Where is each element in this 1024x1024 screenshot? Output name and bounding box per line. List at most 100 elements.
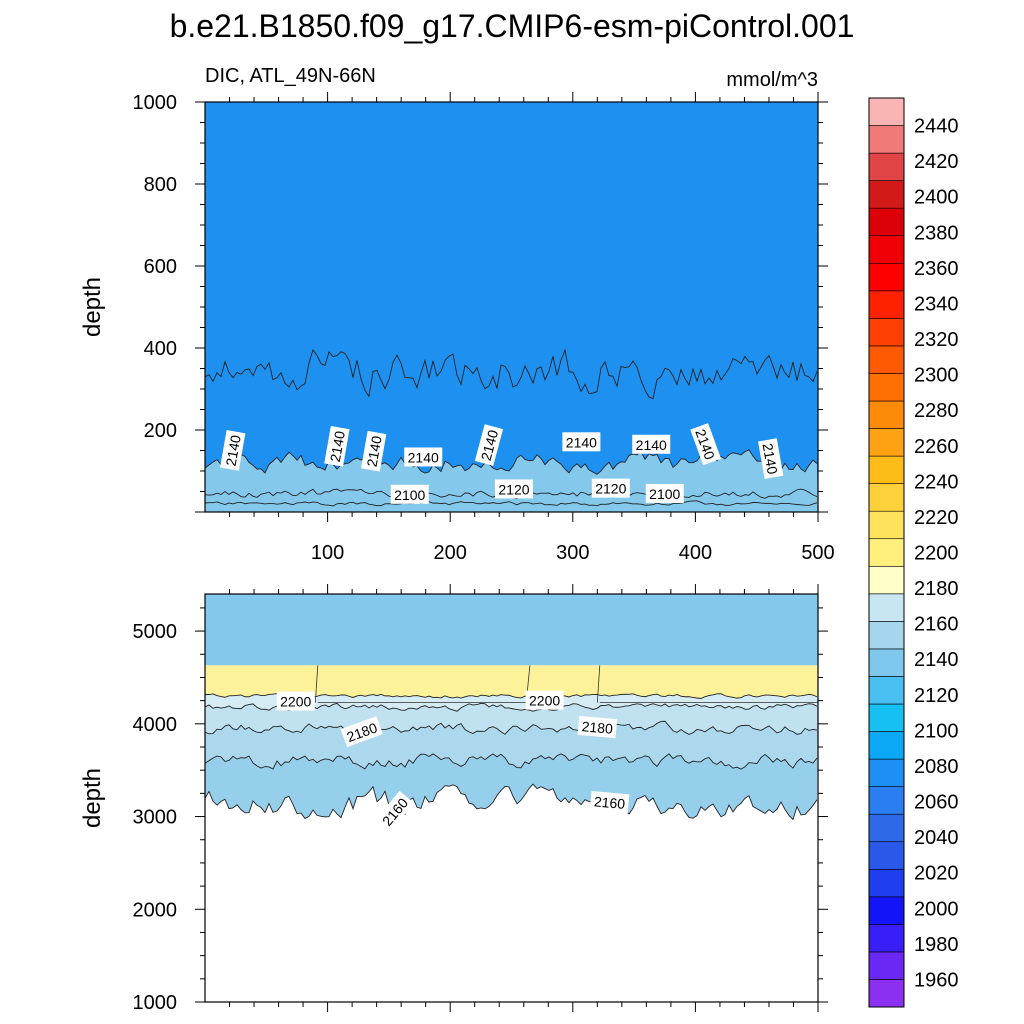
- colorbar-label: 2120: [914, 685, 959, 707]
- contour-label-box: [632, 434, 671, 454]
- contour-label-box: [591, 478, 630, 498]
- colorbar-box: [868, 648, 905, 677]
- contour-line: [204, 783, 818, 821]
- contour-label: 2180: [577, 715, 618, 739]
- colorbar-box: [868, 125, 905, 154]
- colorbar-label: 2440: [914, 116, 959, 138]
- contour-label-box: [390, 484, 429, 504]
- contour-label-text: 2200: [529, 693, 560, 709]
- colorbar-box: [868, 676, 905, 705]
- colorbar-box: [868, 373, 905, 402]
- variable-region-label: DIC, ATL_49N-66N: [205, 65, 376, 87]
- contour-label: 2140: [562, 432, 601, 452]
- contour-label: 2120: [591, 478, 630, 498]
- x-tick-label: 300: [556, 542, 589, 564]
- contour-label-box: [375, 790, 415, 833]
- y-tick-label: 4000: [133, 714, 178, 736]
- contour-line: [596, 665, 601, 703]
- colorbar-box: [868, 593, 905, 622]
- colorbar-box: [868, 841, 905, 870]
- contour-label-box: [577, 715, 618, 739]
- colorbar-label: 2280: [914, 400, 959, 422]
- contour-label: 2140: [404, 447, 443, 467]
- contour-line: [204, 753, 818, 770]
- contour-label: 2100: [645, 483, 684, 503]
- colorbar-box: [868, 345, 905, 374]
- colorbar-box: [868, 262, 905, 292]
- colorbar-label: 2360: [914, 258, 959, 280]
- colorbar-label: 1960: [914, 969, 959, 991]
- colorbar-label: 2000: [914, 898, 959, 920]
- colorbar-box: [868, 924, 905, 953]
- contour-label-text: 2200: [280, 694, 311, 710]
- contour-label-box: [361, 430, 387, 472]
- colorbar-label: 2060: [914, 792, 959, 814]
- y-tick-label: 3000: [133, 807, 178, 829]
- colorbar-box: [868, 813, 905, 843]
- colorbar-label: 2180: [914, 578, 959, 600]
- contour-label-text: 2100: [649, 486, 680, 502]
- contour-label-text: 2140: [636, 437, 667, 453]
- colorbar-label: 2240: [914, 471, 959, 493]
- contour-label: 2100: [390, 484, 429, 504]
- contour-label: 2160: [589, 791, 630, 814]
- contour-label-text: 2160: [593, 793, 626, 812]
- plot-frame: [204, 593, 819, 1003]
- y-tick-label: 2000: [133, 899, 178, 921]
- colorbar-box: [868, 703, 905, 732]
- top-panel: 2100 2120 2120 2100 2140 2140 2140 2140 2140 2140…: [79, 92, 835, 564]
- contour-label-box: [220, 430, 246, 471]
- y-tick-label: 800: [144, 174, 177, 196]
- colorbar-frame: [868, 97, 905, 1008]
- contour-label-box: [276, 691, 315, 711]
- colorbar-label: 2040: [914, 827, 959, 849]
- colorbar-label: 2200: [914, 543, 959, 565]
- colorbar-label: 2140: [914, 649, 959, 671]
- y-axis-label: depth: [79, 768, 106, 828]
- colorbar-label: 2420: [914, 151, 959, 173]
- colorbar-label: 2020: [914, 863, 959, 885]
- x-tick-label: 100: [311, 542, 344, 564]
- y-tick-label: 600: [144, 256, 177, 278]
- contour-label-box: [324, 425, 350, 467]
- colorbar-box: [868, 318, 905, 347]
- contour-label-text: 2140: [408, 449, 439, 465]
- colorbar-label: 2400: [914, 187, 959, 209]
- colorbar-box: [868, 400, 905, 429]
- y-axis-label: depth: [79, 277, 106, 337]
- colorbar-label: 2340: [914, 293, 959, 315]
- contour-label-text: 2140: [566, 434, 597, 450]
- contour-label-box: [690, 423, 722, 466]
- colorbar-box: [868, 207, 905, 237]
- colorbar-box: [868, 868, 905, 898]
- y-tick-label: 1000: [133, 992, 178, 1014]
- contour-label-box: [589, 791, 630, 814]
- field-background: [205, 102, 818, 512]
- colorbar-box: [868, 510, 905, 540]
- x-tick-label: 200: [434, 542, 467, 564]
- x-tick-label: 500: [801, 542, 834, 564]
- contour-label: 2200: [276, 691, 315, 711]
- colorbar-label: 2260: [914, 436, 959, 458]
- colorbar-label: 2080: [914, 756, 959, 778]
- x-tick-label: 400: [679, 542, 712, 564]
- contour-label-box: [758, 438, 784, 479]
- colorbar-label: 1980: [914, 934, 959, 956]
- contour-label-text: 2120: [595, 481, 626, 497]
- colorbar-box: [868, 621, 905, 650]
- contour-label-box: [525, 690, 564, 710]
- contour-label: 2140: [474, 424, 504, 466]
- colorbar-box: [868, 483, 905, 512]
- colorbar-box: [868, 235, 905, 264]
- contour-label: 2140: [758, 438, 784, 479]
- colorbar-box: [868, 731, 905, 760]
- colorbar-box: [868, 455, 905, 484]
- contour-line: [204, 720, 818, 735]
- colorbar-label: 2160: [914, 614, 959, 636]
- figure-title: b.e21.B1850.f09_g17.CMIP6-esm-piControl.…: [170, 8, 855, 44]
- contour-label-box: [562, 432, 601, 452]
- colorbar-box: [868, 565, 905, 595]
- contour-label-text: 2120: [498, 481, 529, 497]
- colorbar: 1960 1980 2000 2020 2040 2060 2080 2100 2120 2140…: [868, 97, 959, 1008]
